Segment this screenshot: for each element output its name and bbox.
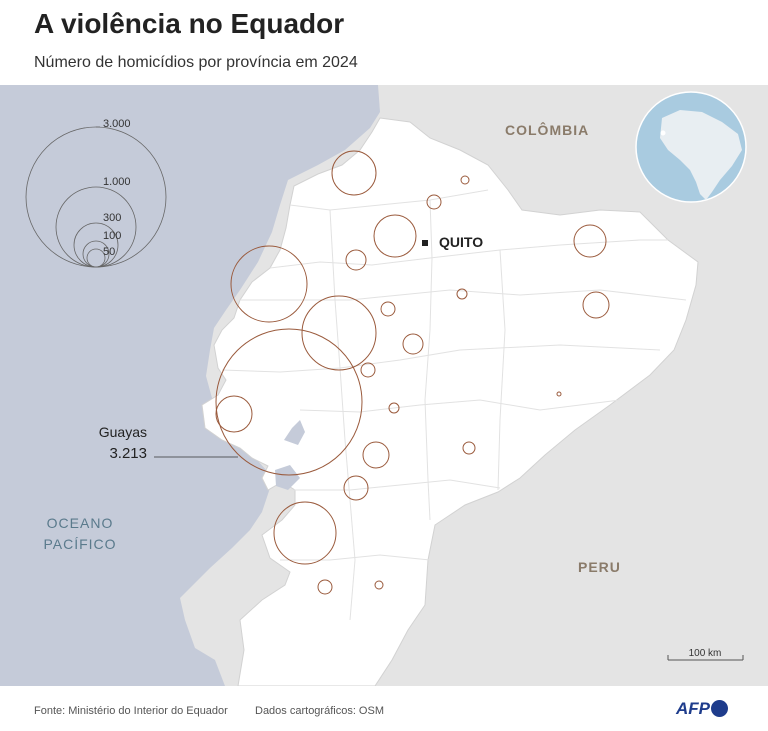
guayas-callout-value: 3.213	[109, 445, 147, 462]
province-circle	[462, 441, 476, 455]
legend-label-50: 50	[103, 246, 115, 258]
globe-south-america	[660, 110, 742, 200]
province-circle	[556, 391, 562, 397]
label-peru: PERU	[578, 559, 621, 575]
afp-logo: AFP	[676, 699, 728, 719]
province-circle	[331, 150, 377, 196]
legend-label-1000: 1.000	[103, 176, 131, 188]
province-circle	[388, 402, 400, 414]
legend-circle-50	[86, 248, 106, 268]
province-circle	[362, 441, 390, 469]
province-circle	[582, 291, 610, 319]
province-circle	[215, 395, 253, 433]
afp-logo-text: AFP	[676, 699, 710, 718]
label-colombia: COLÔMBIA	[505, 121, 589, 138]
province-circle	[426, 194, 442, 210]
globe-ecuador-highlight	[660, 130, 666, 136]
scale-bar	[667, 655, 744, 661]
province-circle	[456, 288, 468, 300]
province-circle	[301, 295, 377, 371]
province-circle	[230, 245, 308, 323]
homicide-circles	[215, 150, 610, 595]
afp-dot-icon	[711, 700, 728, 717]
province-circle	[373, 214, 417, 258]
label-quito: QUITO	[439, 234, 483, 250]
quito-marker	[422, 240, 428, 246]
province-borders	[221, 189, 687, 621]
gulf-water	[275, 420, 305, 490]
legend-label-3000: 3.000	[103, 118, 131, 130]
guayas-callout-name: Guayas	[99, 424, 147, 440]
size-legend	[25, 126, 167, 268]
province-circle	[402, 333, 424, 355]
footer-source: Fonte: Ministério do Interior do Equador	[34, 705, 228, 717]
label-ocean-line1: OCEANO	[47, 515, 114, 531]
legend-label-300: 300	[103, 212, 121, 224]
label-ocean-line2: PACÍFICO	[43, 536, 116, 552]
province-circle	[360, 362, 376, 378]
province-circle	[215, 328, 363, 476]
province-circle	[380, 301, 396, 317]
ecuador-map: 3.000 1.000 300 100 50 COLÔMBIA PERU OCE…	[0, 85, 768, 686]
page-subtitle: Número de homicídios por província em 20…	[34, 54, 358, 71]
province-circle	[374, 580, 384, 590]
province-circle	[460, 175, 470, 185]
province-circle	[343, 475, 369, 501]
globe-inset	[635, 91, 747, 203]
province-circle	[345, 249, 367, 271]
legend-label-100: 100	[103, 230, 121, 242]
page-title: A violência no Equador	[34, 8, 345, 39]
scale-bar-label: 100 km	[689, 648, 722, 659]
province-circle	[273, 501, 337, 565]
footer-cartography: Dados cartográficos: OSM	[255, 705, 384, 717]
province-circle	[573, 224, 607, 258]
province-circle	[317, 579, 333, 595]
